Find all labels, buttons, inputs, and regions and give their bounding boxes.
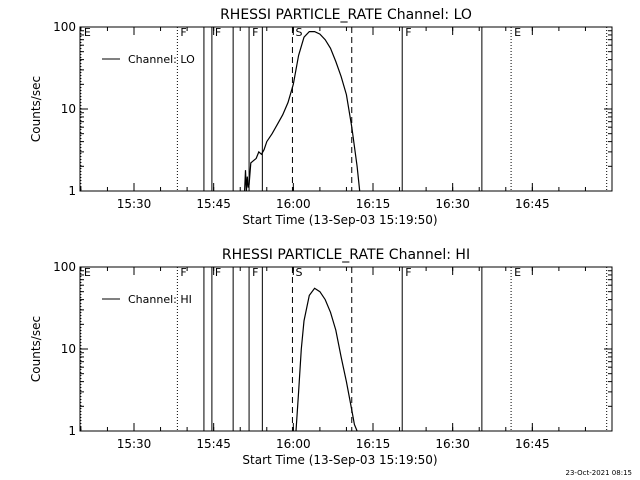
x-axis-label-hi: Start Time (13-Sep-03 15:19:50): [242, 453, 437, 467]
y-tick-label-hi: 100: [53, 260, 76, 274]
event-marker-label-lo: F: [215, 26, 221, 39]
event-marker-label-hi: S: [295, 266, 302, 279]
event-marker-label-hi: F: [405, 266, 411, 279]
x-tick-label-hi: 16:30: [435, 437, 470, 451]
x-tick-label-lo: 16:30: [435, 197, 470, 211]
chart-title-hi: RHESSI PARTICLE_RATE Channel: HI: [222, 247, 470, 263]
x-tick-label-hi: 15:45: [196, 437, 231, 451]
x-tick-label-hi: 16:15: [356, 437, 391, 451]
footer-timestamp: 23-Oct-2021 08:15: [565, 469, 632, 477]
y-tick-label-lo: 1: [68, 184, 76, 198]
event-marker-label-lo: E: [514, 26, 521, 39]
x-tick-label-lo: 15:45: [196, 197, 231, 211]
event-marker-label-hi: F: [215, 266, 221, 279]
event-marker-label-lo: F: [180, 26, 186, 39]
event-marker-label-lo: F: [252, 26, 258, 39]
event-marker-label-hi: E: [514, 266, 521, 279]
y-tick-label-hi: 10: [61, 342, 76, 356]
y-axis-label-lo: Counts/sec: [29, 76, 43, 142]
y-tick-label-lo: 100: [53, 20, 76, 34]
x-tick-label-lo: 16:45: [515, 197, 550, 211]
x-tick-label-hi: 15:30: [117, 437, 152, 451]
x-tick-label-hi: 16:00: [276, 437, 311, 451]
event-marker-label-hi: F: [180, 266, 186, 279]
x-tick-label-lo: 15:30: [117, 197, 152, 211]
chart-title-lo: RHESSI PARTICLE_RATE Channel: LO: [220, 7, 472, 23]
y-tick-label-hi: 1: [68, 424, 76, 438]
y-axis-label-hi: Counts/sec: [29, 316, 43, 382]
series-line-lo: [244, 31, 361, 192]
x-axis-label-lo: Start Time (13-Sep-03 15:19:50): [242, 213, 437, 227]
event-marker-label-lo: S: [295, 26, 302, 39]
y-tick-label-lo: 10: [61, 102, 76, 116]
event-marker-label-hi: F: [252, 266, 258, 279]
chart-panel-lo: RHESSI PARTICLE_RATE Channel: LO Counts/s…: [29, 7, 613, 227]
event-marker-label-lo: F: [405, 26, 411, 39]
x-tick-label-lo: 16:15: [356, 197, 391, 211]
event-marker-label-lo: E: [84, 26, 91, 39]
x-tick-label-hi: 16:45: [515, 437, 550, 451]
series-line-hi: [295, 287, 358, 432]
event-marker-label-hi: E: [84, 266, 91, 279]
chart-panel-hi: RHESSI PARTICLE_RATE Channel: HI Counts/s…: [29, 247, 613, 467]
x-tick-label-lo: 16:00: [276, 197, 311, 211]
legend-label-hi: Channel: HI: [128, 293, 192, 306]
legend-label-lo: Channel: LO: [128, 53, 195, 66]
